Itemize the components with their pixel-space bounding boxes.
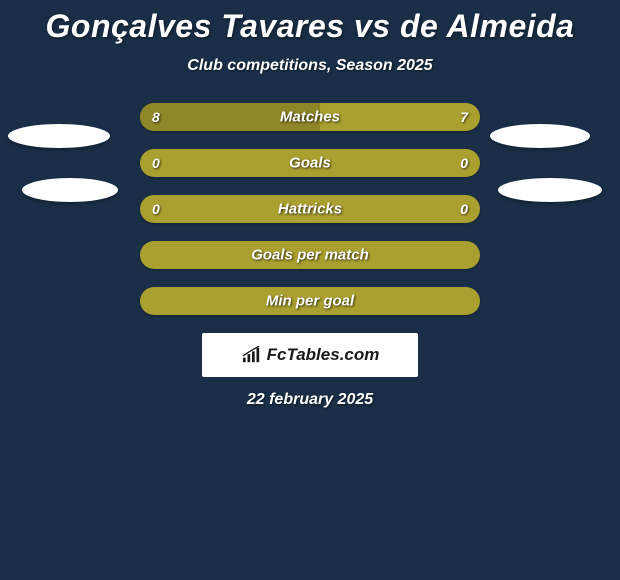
stat-row: Hattricks 0 0 [140, 195, 480, 223]
date-text: 22 february 2025 [0, 391, 620, 409]
player-ellipse [8, 124, 110, 148]
stat-value-left: 8 [152, 109, 160, 125]
attribution-text: FcTables.com [267, 345, 380, 365]
stat-label: Goals [289, 155, 331, 172]
stat-row: Min per goal [140, 287, 480, 315]
stat-value-left: 0 [152, 201, 160, 217]
stat-value-right: 0 [460, 155, 468, 171]
stat-row: Goals per match [140, 241, 480, 269]
stat-label: Matches [280, 109, 340, 126]
stat-label: Hattricks [278, 201, 342, 218]
player-ellipse [498, 178, 602, 202]
stat-row: Matches 8 7 [140, 103, 480, 131]
player-ellipse [490, 124, 590, 148]
subtitle: Club competitions, Season 2025 [0, 57, 620, 75]
stat-label: Goals per match [251, 247, 369, 264]
stat-row: Goals 0 0 [140, 149, 480, 177]
stat-value-right: 0 [460, 201, 468, 217]
stat-value-left: 0 [152, 155, 160, 171]
page-title: Gonçalves Tavares vs de Almeida [0, 0, 620, 45]
stat-value-right: 7 [460, 109, 468, 125]
attribution-box: FcTables.com [202, 333, 418, 377]
chart-icon [241, 346, 263, 364]
stat-label: Min per goal [266, 293, 354, 310]
player-ellipse [22, 178, 118, 202]
